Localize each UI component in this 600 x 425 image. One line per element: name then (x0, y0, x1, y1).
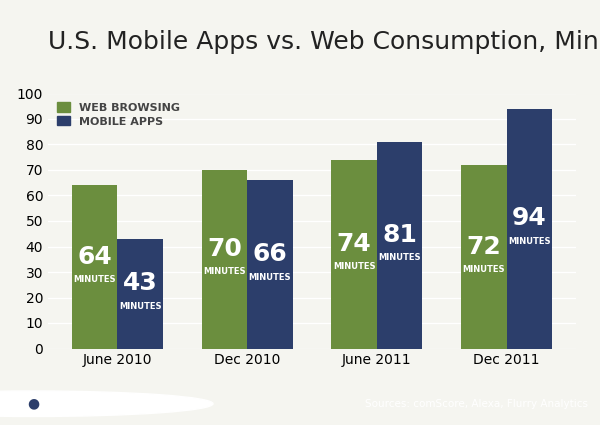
Bar (331, 160, 377, 348)
Text: 81: 81 (382, 223, 417, 247)
Text: MINUTES: MINUTES (119, 302, 161, 311)
Bar (202, 170, 247, 348)
Text: FLURRY: FLURRY (69, 396, 134, 411)
Text: MINUTES: MINUTES (203, 267, 245, 277)
Text: MINUTES: MINUTES (333, 262, 376, 272)
Text: 43: 43 (123, 272, 157, 295)
Text: 72: 72 (467, 235, 501, 258)
Text: Sources: comScore, Alexa, Flurry Analytics: Sources: comScore, Alexa, Flurry Analyti… (365, 399, 588, 409)
Bar (377, 142, 422, 348)
Text: ●: ● (27, 397, 39, 411)
Bar (72, 185, 118, 348)
Text: 70: 70 (207, 237, 242, 261)
Text: MINUTES: MINUTES (508, 237, 551, 246)
Text: MINUTES: MINUTES (463, 265, 505, 274)
Circle shape (0, 391, 213, 416)
Bar (118, 239, 163, 348)
Text: MINUTES: MINUTES (379, 253, 421, 263)
Bar (247, 180, 293, 348)
Text: MINUTES: MINUTES (73, 275, 116, 284)
Text: U.S. Mobile Apps vs. Web Consumption, Minutes per Day: U.S. Mobile Apps vs. Web Consumption, Mi… (48, 30, 600, 54)
Text: 64: 64 (77, 245, 112, 269)
Bar (506, 109, 552, 348)
Text: 74: 74 (337, 232, 371, 256)
Legend: WEB BROWSING, MOBILE APPS: WEB BROWSING, MOBILE APPS (53, 99, 184, 130)
Text: MINUTES: MINUTES (248, 272, 291, 282)
Text: 66: 66 (253, 242, 287, 266)
Text: 94: 94 (512, 207, 547, 230)
Bar (461, 165, 506, 348)
